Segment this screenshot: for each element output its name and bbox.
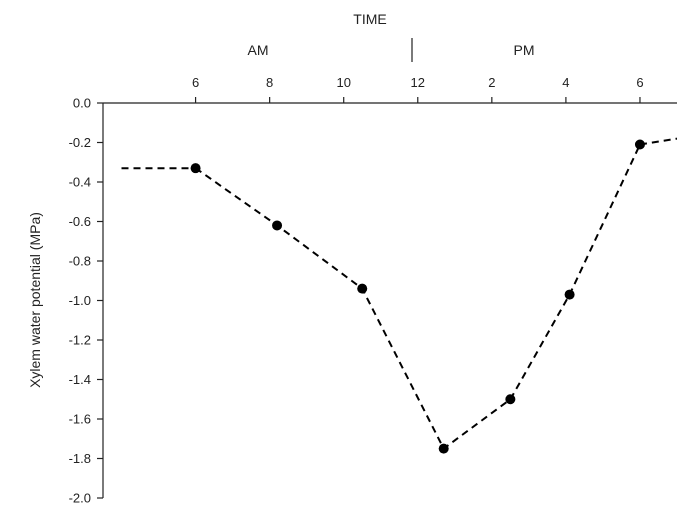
y-tick-label: -0.8 <box>69 254 91 269</box>
y-tick-label: -0.6 <box>69 214 91 229</box>
y-tick-label: -1.6 <box>69 412 91 427</box>
y-tick-label: -1.4 <box>69 372 91 387</box>
data-point <box>357 283 368 294</box>
x-tick-label: 4 <box>562 75 569 90</box>
series <box>121 137 677 454</box>
y-tick-label: -2.0 <box>69 491 91 506</box>
period-label-pm: PM <box>514 42 535 58</box>
y-ticks: 0.0 -0.2 -0.4 -0.6 -0.8 -1.0 -1.2 -1.4 -1.6 -1.8 -… <box>69 96 103 506</box>
data-point <box>634 139 645 150</box>
x-ticks: 6 8 10 12 2 4 6 <box>192 75 644 103</box>
data-point <box>564 289 575 300</box>
x-tick-label: 6 <box>636 75 643 90</box>
data-point <box>438 443 449 454</box>
y-tick-label: -0.4 <box>69 175 91 190</box>
x-tick-label: 2 <box>488 75 495 90</box>
data-point <box>272 220 283 231</box>
y-tick-label: -1.0 <box>69 293 91 308</box>
y-tick-label: -0.2 <box>69 135 91 150</box>
x-axis-title: TIME <box>353 11 386 27</box>
x-tick-label: 12 <box>411 75 425 90</box>
x-tick-label: 8 <box>266 75 273 90</box>
y-tick-label: -1.2 <box>69 333 91 348</box>
y-tick-label: -1.8 <box>69 451 91 466</box>
y-tick-label: 0.0 <box>73 96 91 111</box>
x-tick-label: 10 <box>336 75 350 90</box>
period-label-am: AM <box>248 42 269 58</box>
data-point <box>505 394 516 405</box>
data-point <box>190 163 201 174</box>
y-axis-title: Xylem water potential (MPa) <box>27 212 43 388</box>
x-tick-label: 6 <box>192 75 199 90</box>
series-trail-line <box>639 137 677 146</box>
